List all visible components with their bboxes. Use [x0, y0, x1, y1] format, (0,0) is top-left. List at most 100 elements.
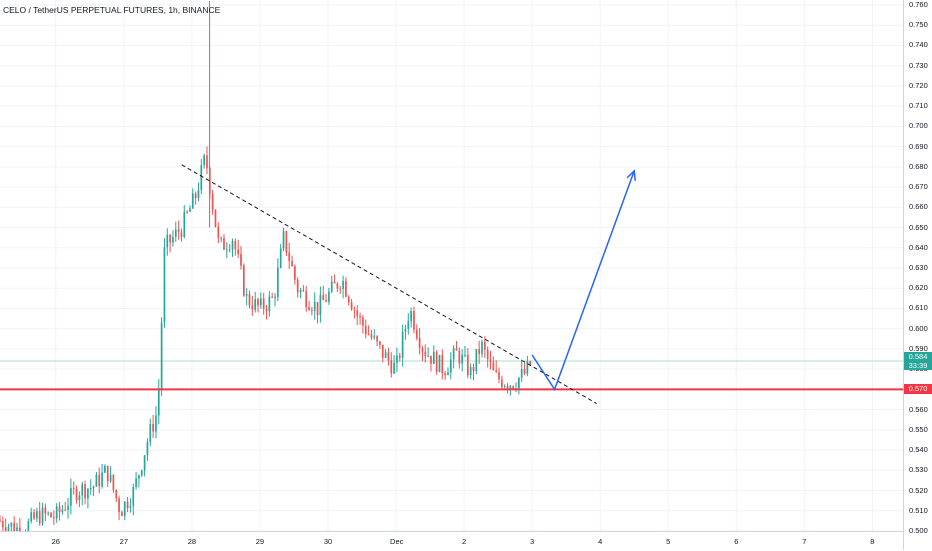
- candle-body: [174, 229, 177, 237]
- candle-body: [260, 298, 262, 306]
- candle-body: [10, 522, 13, 527]
- candle-body: [262, 298, 265, 310]
- candle-body: [398, 355, 401, 358]
- candle-body: [350, 302, 353, 310]
- time-axis[interactable]: 26 27 28 29 30 Dec 2 3 4 5 6 7 8: [0, 531, 903, 551]
- price-tick-label: 0.660: [909, 202, 928, 212]
- time-tick-label: 28: [187, 537, 197, 546]
- candle-body: [296, 279, 299, 293]
- candle-body: [277, 267, 279, 297]
- candle-body: [469, 366, 472, 376]
- chart-area[interactable]: CELO / TetherUS PERPETUAL FUTURES, 1h, B…: [0, 0, 903, 550]
- candle-body: [189, 208, 191, 212]
- price-tick-label: 0.700: [909, 121, 928, 131]
- price-chart[interactable]: [0, 0, 903, 550]
- candle-body: [126, 501, 129, 509]
- candle-body: [370, 334, 373, 338]
- price-tick-label: 0.690: [909, 141, 928, 151]
- candle-body: [268, 296, 271, 312]
- candle-body: [526, 361, 529, 374]
- projection-arrow[interactable]: [531, 169, 636, 392]
- candle-body: [115, 489, 118, 499]
- candle-body: [475, 348, 478, 372]
- price-tick-label: 0.590: [909, 343, 928, 353]
- candle-body: [72, 487, 75, 489]
- candle-body: [140, 470, 143, 476]
- candle-body: [106, 465, 109, 482]
- candle-body: [223, 238, 225, 250]
- candle-body: [121, 512, 123, 516]
- support-price-badge: 0.570: [904, 384, 932, 395]
- price-tick-label: 0.680: [909, 161, 928, 171]
- price-tick-label: 0.630: [909, 263, 928, 272]
- candle-body: [257, 299, 259, 306]
- candle-body: [308, 307, 310, 310]
- candle-body: [481, 341, 483, 354]
- candle-body: [41, 507, 44, 524]
- price-axis[interactable]: 0.500 0.510 0.520 0.530 0.540 0.550 0.560 0.570…: [903, 0, 932, 550]
- candle-body: [379, 341, 381, 345]
- time-tick-label: 5: [666, 537, 671, 546]
- candle-body: [421, 348, 424, 352]
- candle-body: [58, 506, 61, 513]
- candle-body: [30, 512, 33, 522]
- candle-body: [518, 377, 520, 389]
- candle-body: [50, 512, 52, 518]
- projection-path: [531, 170, 635, 392]
- candle-body: [87, 488, 89, 499]
- candle-body: [172, 236, 174, 243]
- candle-body: [265, 309, 268, 312]
- candles: [0, 0, 532, 550]
- candle-body: [104, 465, 106, 473]
- price-tick-label: 0.540: [909, 445, 928, 455]
- descending-trendline: [181, 164, 598, 404]
- time-tick-label: 6: [734, 537, 739, 546]
- candle-body: [251, 305, 254, 310]
- candle-body: [325, 300, 327, 302]
- candle-body: [498, 371, 500, 380]
- candle-body: [157, 388, 160, 416]
- current-price-value: 0.584: [908, 352, 928, 362]
- price-tick-label: 0.760: [909, 0, 928, 9]
- candle-body: [381, 344, 384, 358]
- candle-body: [523, 369, 526, 374]
- candle-body: [495, 370, 498, 372]
- price-tick-label: 0.520: [909, 485, 928, 495]
- candle-body: [7, 526, 10, 533]
- candle-body: [274, 296, 276, 298]
- trendline[interactable]: [181, 164, 598, 404]
- candle-body: [200, 165, 203, 191]
- candle-body: [313, 301, 316, 311]
- candle-body: [288, 252, 291, 261]
- candle-body: [143, 455, 146, 471]
- candle-body: [512, 386, 515, 389]
- candle-body: [464, 354, 466, 356]
- candle-body: [166, 234, 169, 248]
- candle-body: [237, 249, 240, 255]
- time-tick-label: 4: [598, 537, 603, 546]
- candle-body: [364, 325, 367, 335]
- candle-body: [305, 290, 308, 308]
- candle-body: [242, 265, 245, 296]
- price-tick-label: 0.750: [909, 20, 928, 30]
- candle-body: [4, 527, 7, 533]
- candle-body: [245, 294, 248, 296]
- candle-body: [390, 360, 393, 374]
- candle-body: [501, 379, 503, 387]
- candle-body: [240, 254, 242, 266]
- candle-body: [430, 355, 432, 364]
- candle-body: [67, 505, 69, 511]
- chart-title: CELO / TetherUS PERPETUAL FUTURES, 1h, B…: [3, 5, 221, 15]
- candle-body: [220, 237, 223, 239]
- candle-body: [438, 354, 441, 372]
- time-tick-label: 7: [802, 537, 807, 546]
- candle-body: [447, 372, 449, 376]
- candle-body: [486, 349, 489, 360]
- candle-body: [529, 361, 532, 365]
- candle-body: [163, 247, 166, 323]
- candle-body: [387, 352, 390, 361]
- candle-body: [98, 474, 101, 487]
- candle-body: [455, 348, 458, 351]
- candle-body: [231, 240, 234, 250]
- candle-body: [118, 498, 120, 513]
